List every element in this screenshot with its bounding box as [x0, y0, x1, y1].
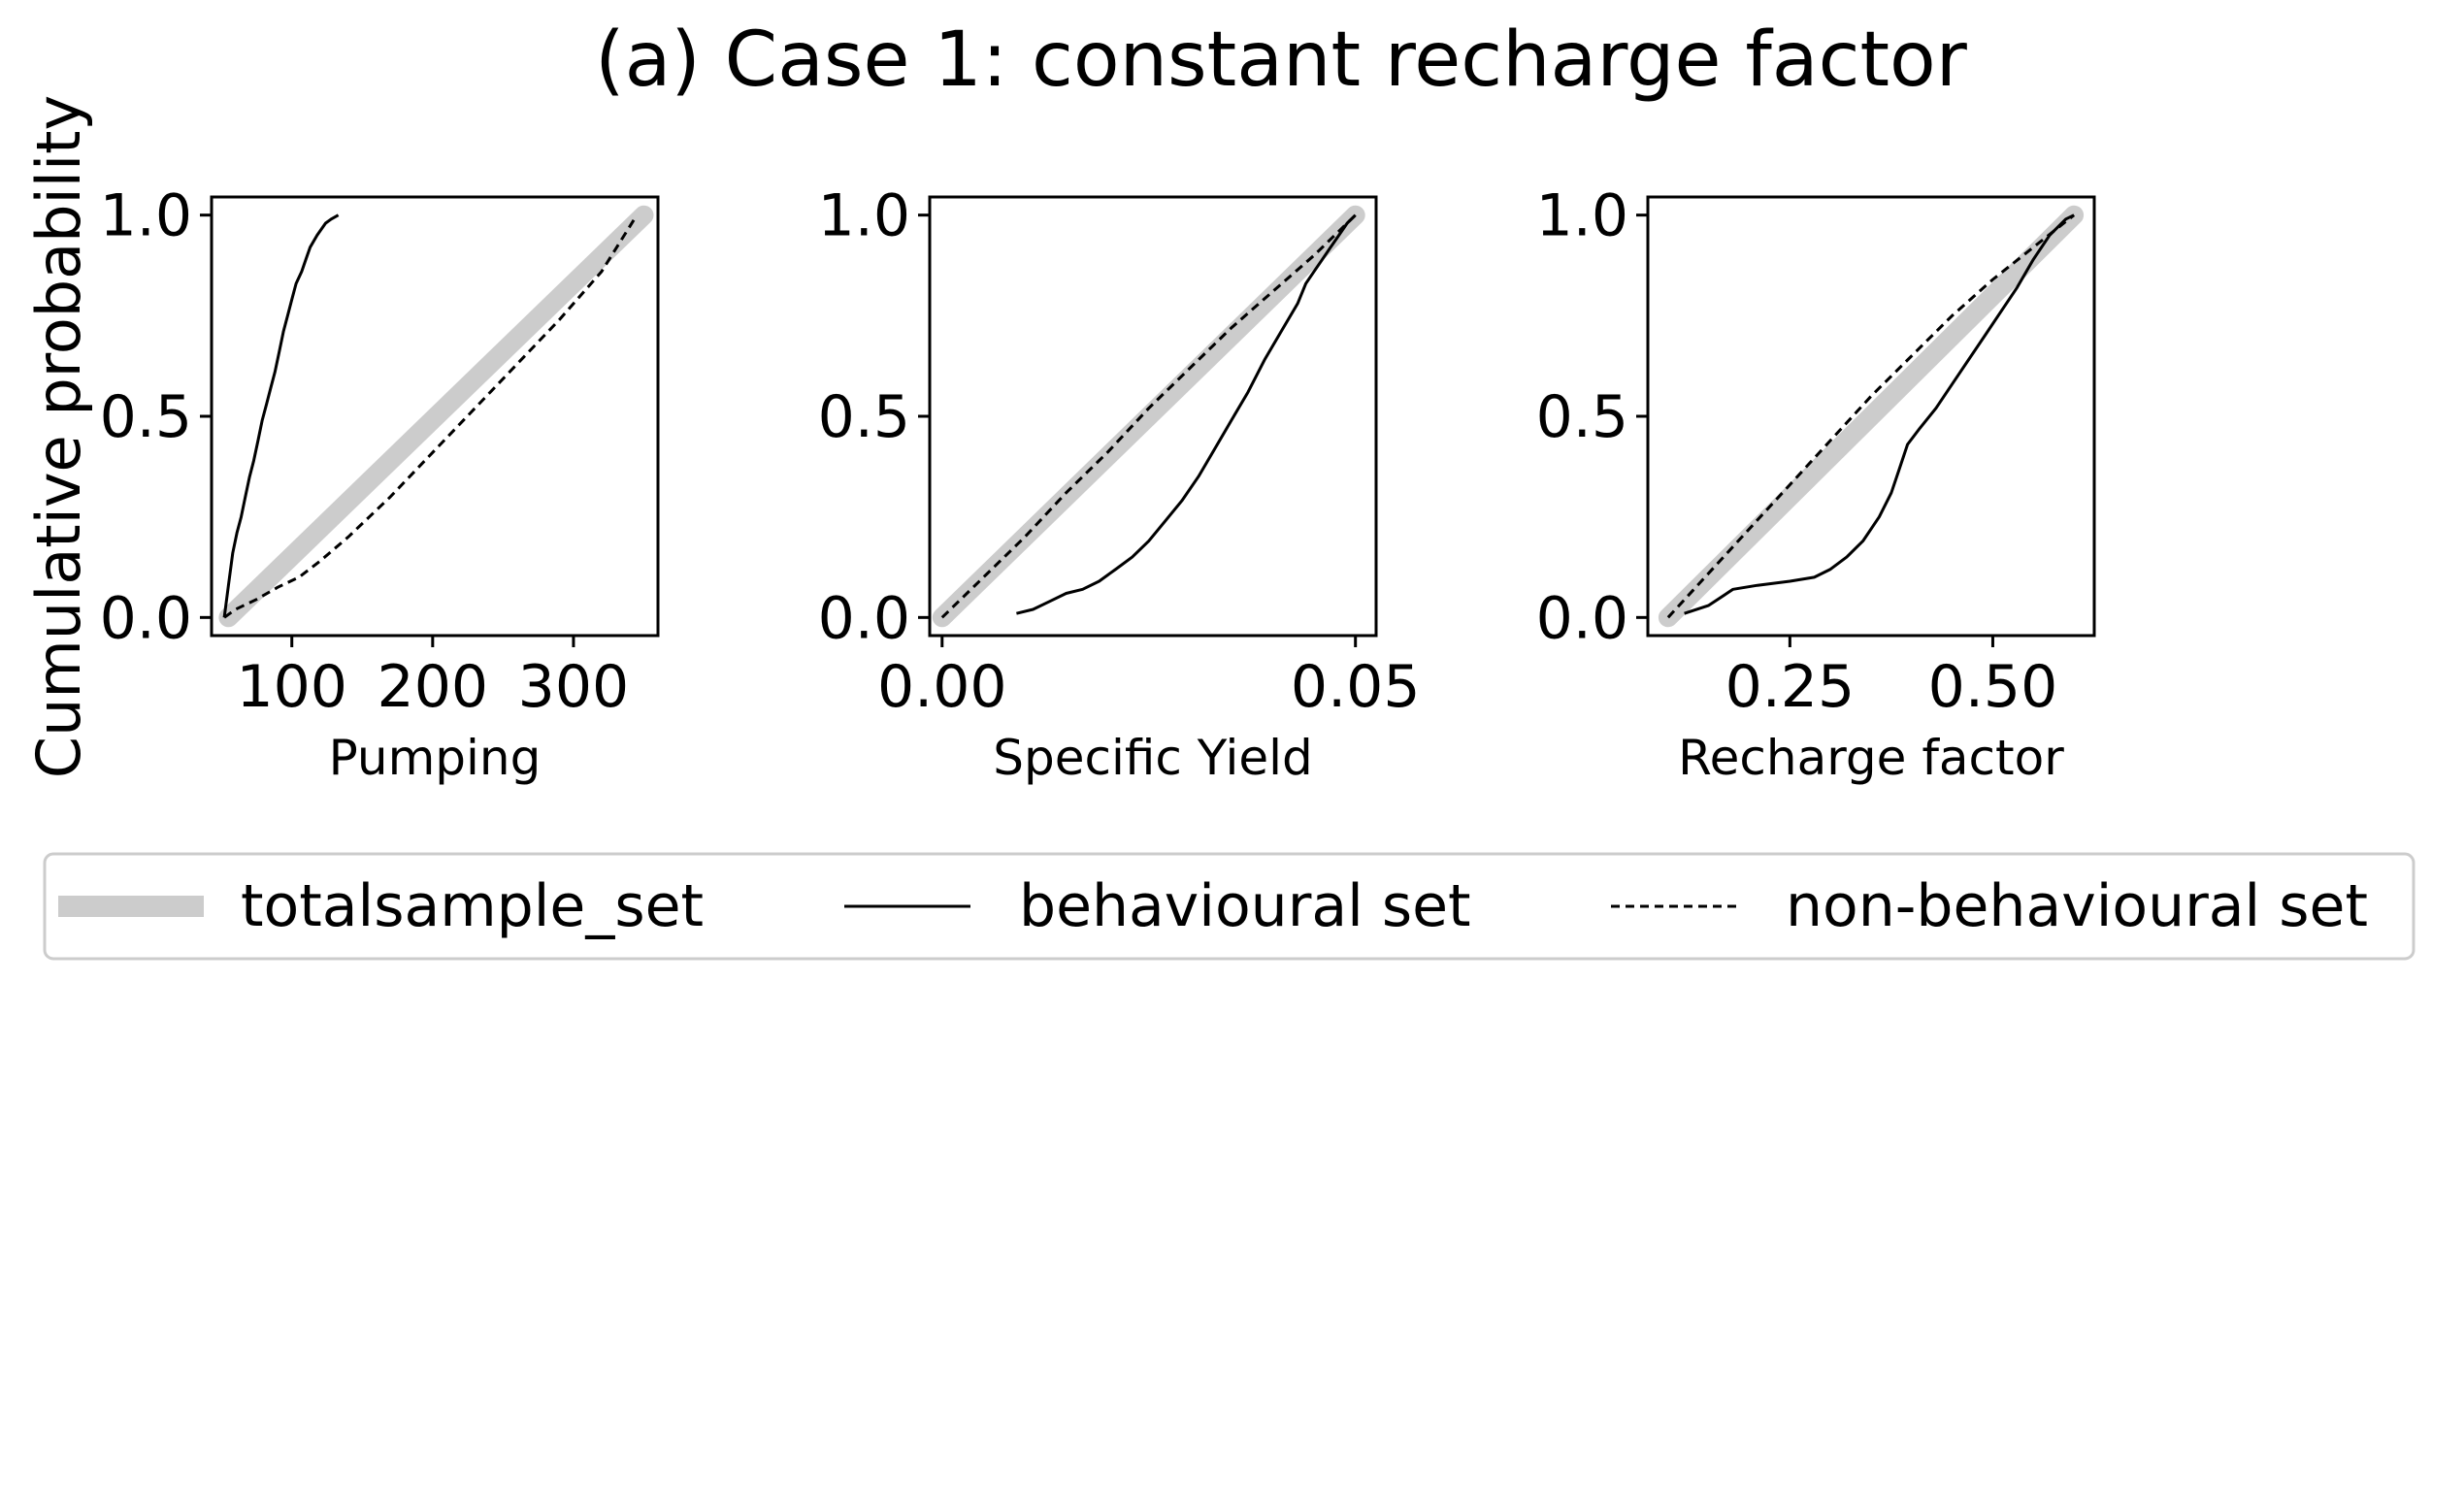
- legend: totalsample_set behavioural set non-beha…: [43, 852, 2415, 961]
- legend-label-behavioural: behavioural set: [1019, 872, 1471, 940]
- x-axis-label: Pumping: [329, 730, 542, 786]
- x-axis-label: Specific Yield: [993, 730, 1313, 786]
- series-line-non-behavioural-set: [1666, 213, 2076, 619]
- y-tick-label: 1.0: [100, 182, 192, 250]
- x-tick-label: 100: [236, 653, 347, 721]
- x-tick-label: 300: [518, 653, 630, 721]
- series-line-behavioural-set: [1016, 213, 1357, 615]
- figure-title: (a) Case 1: constant recharge factor: [595, 16, 1968, 104]
- x-axis-label: Recharge factor: [1678, 730, 2064, 786]
- x-tick-label: 0.25: [1725, 653, 1856, 721]
- subplot-2: 0.0 0.5 1.0 0.00 0.05 Specific Yield: [818, 182, 1421, 786]
- series-line-totalsample-set: [218, 205, 654, 628]
- y-axis-label: Cumulative probability: [23, 95, 94, 778]
- series-line-non-behavioural-set: [223, 213, 639, 619]
- y-tick-label: 0.0: [1536, 584, 1628, 652]
- y-tick-label: 1.0: [818, 182, 910, 250]
- y-tick-label: 0.5: [1536, 383, 1628, 451]
- series-line-totalsample-set: [1658, 205, 2085, 628]
- series-line-totalsample-set: [932, 205, 1365, 628]
- x-tick-label: 0.05: [1291, 653, 1421, 721]
- series-line-behavioural-set: [1684, 213, 2075, 615]
- series-line-behavioural-set: [222, 213, 340, 618]
- y-tick-label: 0.0: [100, 584, 192, 652]
- y-tick-label: 1.0: [1536, 182, 1628, 250]
- legend-label-nonbehavioural: non-behavioural set: [1786, 872, 2368, 940]
- x-tick-label: 0.00: [877, 653, 1007, 721]
- legend-frame: [43, 852, 2415, 961]
- subplot-3: 0.0 0.5 1.0 0.25 0.50 Recharge factor: [1536, 182, 2096, 786]
- subplot-1: 0.0 0.5 1.0 100 200 300 Pumping: [100, 182, 660, 786]
- subplot-series-group: [218, 205, 654, 628]
- series-line-non-behavioural-set: [940, 213, 1357, 619]
- subplot-series-group: [1658, 205, 2085, 628]
- x-tick-label: 200: [378, 653, 489, 721]
- x-tick-label: 0.50: [1928, 653, 2058, 721]
- y-tick-label: 0.0: [818, 584, 910, 652]
- y-tick-label: 0.5: [818, 383, 910, 451]
- subplot-series-group: [932, 205, 1365, 628]
- y-tick-label: 0.5: [100, 383, 192, 451]
- legend-label-totalsample: totalsample_set: [241, 872, 704, 940]
